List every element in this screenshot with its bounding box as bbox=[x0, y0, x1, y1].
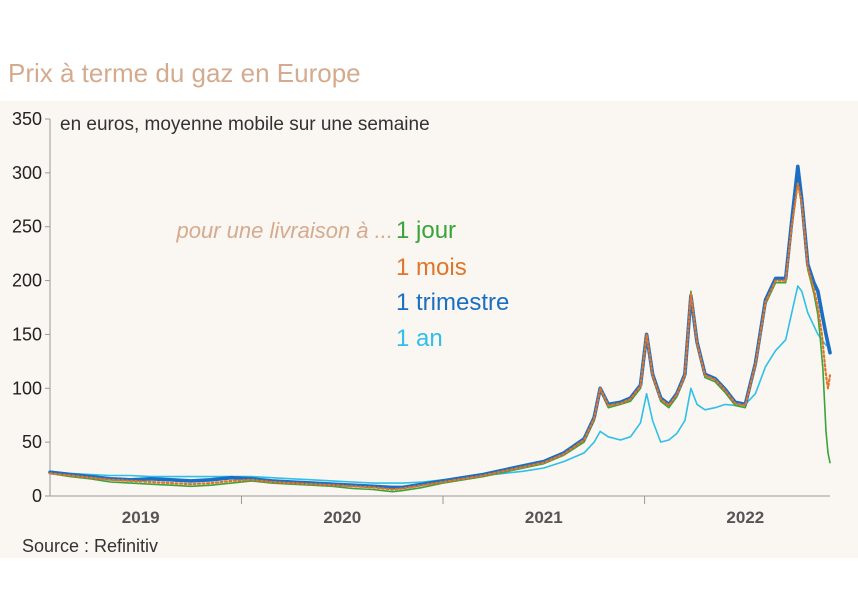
legend-intro: pour une livraison à ... bbox=[176, 218, 393, 243]
source-note: Source : Refinitiv bbox=[22, 536, 158, 556]
x-axis: 2019 2020 2021 2022 bbox=[50, 495, 830, 527]
x-tick-label: 2022 bbox=[726, 508, 764, 527]
x-tick-label: 2021 bbox=[525, 508, 563, 527]
x-tick-label: 2019 bbox=[122, 508, 160, 527]
y-tick-label: 200 bbox=[12, 271, 42, 291]
y-tick-label: 300 bbox=[12, 163, 42, 183]
chart-title: Prix à terme du gaz en Europe bbox=[8, 58, 361, 88]
y-tick-label: 0 bbox=[32, 486, 42, 506]
legend-item-1-an: 1 an bbox=[396, 325, 443, 352]
legend-item-1-mois: 1 mois bbox=[396, 254, 467, 281]
series-line-1-mois bbox=[48, 182, 832, 491]
y-tick-label: 250 bbox=[12, 217, 42, 237]
y-tick-label: 150 bbox=[12, 324, 42, 344]
y-tick-label: 100 bbox=[12, 378, 42, 398]
series-line-1-an bbox=[49, 285, 831, 484]
y-tick-label: 50 bbox=[22, 432, 42, 452]
legend: 1 jour 1 mois 1 trimestre 1 an bbox=[396, 217, 509, 352]
x-tick-label: 2020 bbox=[323, 508, 361, 527]
y-axis: 0 50 100 150 200 250 300 350 bbox=[12, 109, 51, 506]
series-lines bbox=[48, 164, 832, 493]
legend-item-1-trimestre: 1 trimestre bbox=[396, 289, 509, 316]
legend-item-1-jour: 1 jour bbox=[396, 217, 456, 244]
chart-subtitle: en euros, moyenne mobile sur une semaine bbox=[60, 114, 430, 135]
y-tick-label: 350 bbox=[12, 109, 42, 129]
